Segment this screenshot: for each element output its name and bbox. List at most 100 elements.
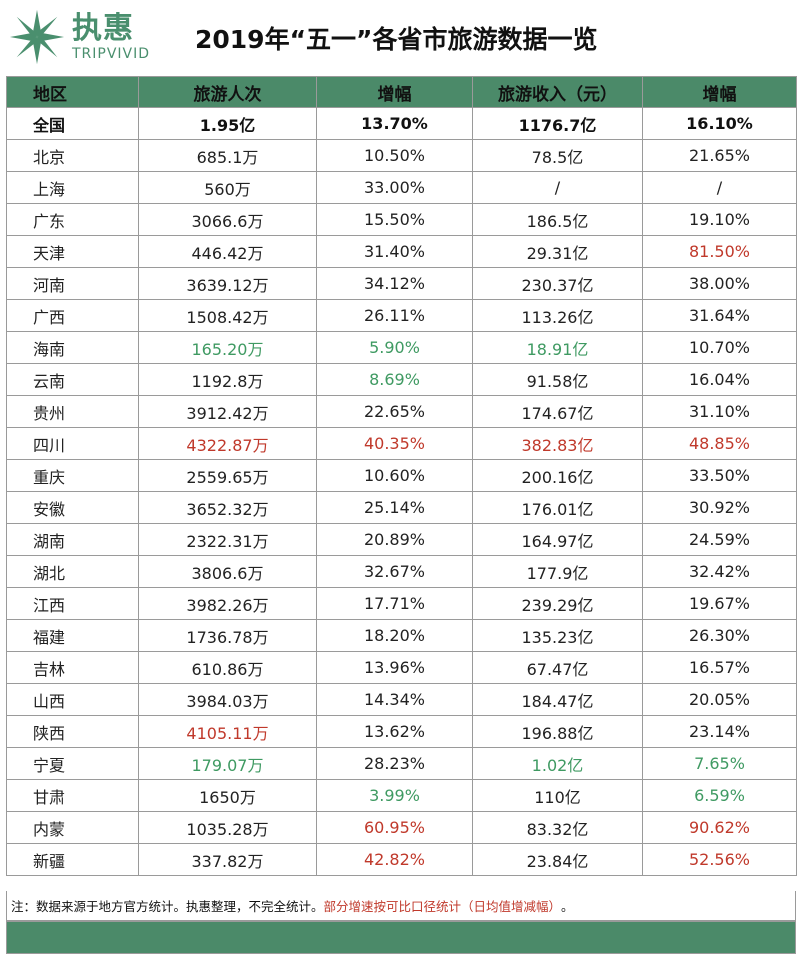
total-visitors-growth: 13.70% bbox=[316, 107, 473, 140]
cell-revenue-growth: 23.14% bbox=[642, 715, 797, 748]
table-row: 广西 1508.42万 26.11% 113.26亿 31.64% bbox=[6, 299, 797, 332]
table-row: 河南 3639.12万 34.12% 230.37亿 38.00% bbox=[6, 267, 797, 300]
cell-visitors-growth: 15.50% bbox=[316, 203, 473, 236]
cell-revenue-growth: 38.00% bbox=[642, 267, 797, 300]
cell-revenue-growth: 30.92% bbox=[642, 491, 797, 524]
cell-visitors-growth: 32.67% bbox=[316, 555, 473, 588]
cell-region: 甘肃 bbox=[6, 779, 139, 812]
cell-visitors-growth: 33.00% bbox=[316, 171, 473, 204]
cell-region: 陕西 bbox=[6, 715, 139, 748]
table-row: 吉林 610.86万 13.96% 67.47亿 16.57% bbox=[6, 651, 797, 684]
table-row: 海南 165.20万 5.90% 18.91亿 10.70% bbox=[6, 331, 797, 364]
cell-visitors-growth: 10.50% bbox=[316, 139, 473, 172]
cell-visitors: 1650万 bbox=[138, 779, 317, 812]
cell-visitors: 3982.26万 bbox=[138, 587, 317, 620]
cell-visitors: 165.20万 bbox=[138, 331, 317, 364]
cell-visitors-growth: 25.14% bbox=[316, 491, 473, 524]
cell-visitors-growth: 26.11% bbox=[316, 299, 473, 332]
cell-revenue-growth: 81.50% bbox=[642, 235, 797, 268]
cell-revenue: 91.58亿 bbox=[472, 363, 643, 396]
cell-visitors-growth: 14.34% bbox=[316, 683, 473, 716]
cell-visitors-growth: 60.95% bbox=[316, 811, 473, 844]
cell-visitors: 179.07万 bbox=[138, 747, 317, 780]
logo-cn-text: 执惠 bbox=[72, 10, 134, 46]
cell-visitors: 1508.42万 bbox=[138, 299, 317, 332]
cell-visitors: 4105.11万 bbox=[138, 715, 317, 748]
cell-region: 内蒙 bbox=[6, 811, 139, 844]
cell-revenue: 113.26亿 bbox=[472, 299, 643, 332]
cell-revenue: 29.31亿 bbox=[472, 235, 643, 268]
cell-visitors-growth: 8.69% bbox=[316, 363, 473, 396]
cell-revenue: 1.02亿 bbox=[472, 747, 643, 780]
cell-visitors: 2559.65万 bbox=[138, 459, 317, 492]
footnote-suffix: 。 bbox=[561, 899, 574, 914]
cell-visitors: 3652.32万 bbox=[138, 491, 317, 524]
cell-revenue: 184.47亿 bbox=[472, 683, 643, 716]
cell-visitors-growth: 5.90% bbox=[316, 331, 473, 364]
cell-region: 安徽 bbox=[6, 491, 139, 524]
table-row: 宁夏 179.07万 28.23% 1.02亿 7.65% bbox=[6, 747, 797, 780]
cell-visitors: 1736.78万 bbox=[138, 619, 317, 652]
cell-region: 云南 bbox=[6, 363, 139, 396]
cell-visitors: 3066.6万 bbox=[138, 203, 317, 236]
cell-revenue: 239.29亿 bbox=[472, 587, 643, 620]
cell-revenue: 382.83亿 bbox=[472, 427, 643, 460]
total-revenue: 1176.7亿 bbox=[472, 107, 643, 140]
cell-visitors: 2322.31万 bbox=[138, 523, 317, 556]
cell-region: 新疆 bbox=[6, 843, 139, 876]
header-visitors-growth: 增幅 bbox=[316, 76, 473, 108]
cell-revenue-growth: 26.30% bbox=[642, 619, 797, 652]
table-row: 湖北 3806.6万 32.67% 177.9亿 32.42% bbox=[6, 555, 797, 588]
cell-revenue-growth: 32.42% bbox=[642, 555, 797, 588]
cell-visitors: 560万 bbox=[138, 171, 317, 204]
cell-visitors-growth: 42.82% bbox=[316, 843, 473, 876]
table-row: 广东 3066.6万 15.50% 186.5亿 19.10% bbox=[6, 203, 797, 236]
cell-revenue-growth: 24.59% bbox=[642, 523, 797, 556]
cell-visitors-growth: 31.40% bbox=[316, 235, 473, 268]
table-row: 甘肃 1650万 3.99% 110亿 6.59% bbox=[6, 779, 797, 812]
cell-revenue-growth: 19.10% bbox=[642, 203, 797, 236]
cell-revenue-growth: / bbox=[642, 171, 797, 204]
brand-logo: 执惠 TRIPVIVID bbox=[8, 6, 180, 68]
cell-revenue: / bbox=[472, 171, 643, 204]
total-region: 全国 bbox=[6, 107, 139, 140]
cell-revenue-growth: 33.50% bbox=[642, 459, 797, 492]
cell-revenue-growth: 90.62% bbox=[642, 811, 797, 844]
table-row: 安徽 3652.32万 25.14% 176.01亿 30.92% bbox=[6, 491, 797, 524]
cell-revenue: 176.01亿 bbox=[472, 491, 643, 524]
cell-revenue: 23.84亿 bbox=[472, 843, 643, 876]
cell-visitors: 446.42万 bbox=[138, 235, 317, 268]
cell-region: 北京 bbox=[6, 139, 139, 172]
cell-revenue: 135.23亿 bbox=[472, 619, 643, 652]
table-row: 内蒙 1035.28万 60.95% 83.32亿 90.62% bbox=[6, 811, 797, 844]
table-row: 江西 3982.26万 17.71% 239.29亿 19.67% bbox=[6, 587, 797, 620]
total-revenue-growth: 16.10% bbox=[642, 107, 797, 140]
cell-region: 海南 bbox=[6, 331, 139, 364]
cell-visitors-growth: 28.23% bbox=[316, 747, 473, 780]
cell-region: 四川 bbox=[6, 427, 139, 460]
cell-region: 天津 bbox=[6, 235, 139, 268]
table-row: 四川 4322.87万 40.35% 382.83亿 48.85% bbox=[6, 427, 797, 460]
cell-region: 江西 bbox=[6, 587, 139, 620]
cell-visitors: 4322.87万 bbox=[138, 427, 317, 460]
footnote-highlight: 部分增速按可比口径统计（日均值增减幅） bbox=[323, 899, 562, 914]
cell-region: 吉林 bbox=[6, 651, 139, 684]
cell-visitors-growth: 40.35% bbox=[316, 427, 473, 460]
cell-revenue-growth: 21.65% bbox=[642, 139, 797, 172]
cell-revenue: 230.37亿 bbox=[472, 267, 643, 300]
table-row: 北京 685.1万 10.50% 78.5亿 21.65% bbox=[6, 139, 797, 172]
cell-region: 广东 bbox=[6, 203, 139, 236]
table-row: 新疆 337.82万 42.82% 23.84亿 52.56% bbox=[6, 843, 797, 876]
cell-revenue: 174.67亿 bbox=[472, 395, 643, 428]
header-visitors: 旅游人次 bbox=[138, 76, 317, 108]
cell-revenue-growth: 19.67% bbox=[642, 587, 797, 620]
cell-revenue: 200.16亿 bbox=[472, 459, 643, 492]
table-header-row: 地区 旅游人次 增幅 旅游收入（元） 增幅 bbox=[6, 76, 797, 108]
table-row: 贵州 3912.42万 22.65% 174.67亿 31.10% bbox=[6, 395, 797, 428]
cell-visitors: 3984.03万 bbox=[138, 683, 317, 716]
cell-visitors-growth: 3.99% bbox=[316, 779, 473, 812]
cell-revenue-growth: 52.56% bbox=[642, 843, 797, 876]
page-title: 2019年“五一”各省市旅游数据一览 bbox=[195, 25, 598, 54]
cell-visitors: 610.86万 bbox=[138, 651, 317, 684]
